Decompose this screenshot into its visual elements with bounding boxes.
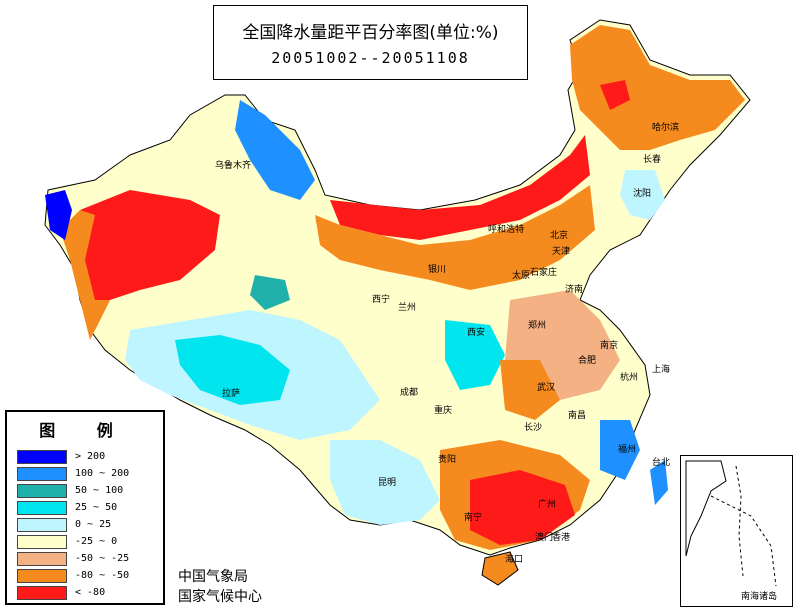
city-label: 昆明 <box>378 478 397 488</box>
legend-swatch <box>17 586 67 600</box>
map-title: 全国降水量距平百分率图(单位:%) <box>242 23 499 43</box>
region-pale-south <box>330 440 440 525</box>
region-blue-fujian <box>600 420 640 480</box>
city-label: 南宁 <box>464 513 483 523</box>
south-china-sea-inset: 南海诸岛 <box>680 455 793 607</box>
city-label: 长沙 <box>524 423 543 433</box>
region-orange-central <box>500 360 560 420</box>
legend-item: -50 ~ -25 <box>17 552 157 566</box>
city-label: 沈阳 <box>633 189 652 199</box>
city-label: 乌鲁木齐 <box>215 161 252 171</box>
city-label: 台北 <box>652 458 671 468</box>
legend-item: 0 ~ 25 <box>17 518 157 532</box>
city-label: 成都 <box>400 388 419 398</box>
city-label: 西安 <box>467 328 486 338</box>
map-date-range: 20051002--20051108 <box>271 49 470 67</box>
city-label: 南昌 <box>568 411 587 421</box>
region-cyan-sichuan <box>445 320 505 390</box>
city-label: 海口 <box>505 555 524 565</box>
legend-swatch <box>17 552 67 566</box>
legend-heading: 图 例 <box>39 421 131 440</box>
city-label: 长春 <box>643 155 662 165</box>
legend-swatch <box>17 501 67 515</box>
region-blue-taiwan <box>650 460 668 505</box>
legend-swatch <box>17 535 67 549</box>
region-red-south <box>470 470 575 545</box>
city-label: 西宁 <box>372 295 391 305</box>
city-label: 哈尔滨 <box>652 123 680 133</box>
legend-swatch <box>17 484 67 498</box>
city-label: 广州 <box>538 500 557 510</box>
city-label: 澳门 <box>535 533 554 543</box>
city-label: 福州 <box>618 445 637 455</box>
region-teal-tibet <box>175 335 290 405</box>
city-label: 拉萨 <box>222 389 241 399</box>
legend-label: 25 ~ 50 <box>75 502 118 513</box>
org-cma: 中国气象局 <box>178 569 248 585</box>
region-orange-northeast <box>570 25 745 150</box>
legend-swatch <box>17 467 67 481</box>
city-label: 太原 <box>512 271 531 281</box>
legend-label: -50 ~ -25 <box>75 553 130 564</box>
city-label: 杭州 <box>620 373 639 383</box>
legend-item: > 200 <box>17 450 157 464</box>
city-label: 上海 <box>652 365 671 375</box>
city-label: 北京 <box>550 231 569 241</box>
inset-label: 南海诸岛 <box>741 592 778 602</box>
region-red-north <box>330 135 590 240</box>
city-label: 香港 <box>552 533 571 543</box>
legend-label: 0 ~ 25 <box>75 519 112 530</box>
region-pale-northeast <box>620 170 665 220</box>
legend-item: -25 ~ 0 <box>17 535 157 549</box>
region-orange-west <box>60 210 110 340</box>
legend-label: -25 ~ 0 <box>75 536 118 547</box>
city-label: 石家庄 <box>530 268 558 278</box>
legend-label: > 200 <box>75 451 106 462</box>
region-teal-qinghai <box>250 275 290 310</box>
legend-item: 50 ~ 100 <box>17 484 157 498</box>
city-label: 济南 <box>565 285 584 295</box>
region-blue-altai <box>235 100 315 200</box>
city-label: 重庆 <box>434 406 453 416</box>
org-ncc: 国家气候中心 <box>178 589 262 605</box>
legend-item: 100 ~ 200 <box>17 467 157 481</box>
legend-swatch <box>17 569 67 583</box>
city-label: 银川 <box>428 265 447 275</box>
legend-label: 50 ~ 100 <box>75 485 124 496</box>
title-box: 全国降水量距平百分率图(单位:%) 20051002--20051108 <box>213 5 528 80</box>
city-label: 贵阳 <box>438 455 457 465</box>
inset-map <box>685 460 777 587</box>
city-label: 郑州 <box>528 321 547 331</box>
city-label: 合肥 <box>578 356 597 366</box>
region-red-northeast <box>600 80 630 110</box>
region-deep-blue <box>45 190 72 240</box>
city-label: 武汉 <box>537 383 556 393</box>
legend-label: 100 ~ 200 <box>75 468 130 479</box>
legend-item: < -80 <box>17 586 157 600</box>
legend-swatch <box>17 450 67 464</box>
city-label: 天津 <box>552 247 571 257</box>
hainan <box>481 551 519 586</box>
city-label: 南京 <box>600 341 619 351</box>
legend-item: -80 ~ -50 <box>17 569 157 583</box>
region-red-west <box>78 190 220 330</box>
legend-label: -80 ~ -50 <box>75 570 130 581</box>
city-label: 呼和浩特 <box>488 225 525 235</box>
legend-swatch <box>17 518 67 532</box>
legend-item: 25 ~ 50 <box>17 501 157 515</box>
legend: 图 例 > 200 100 ~ 200 50 ~ 100 25 ~ 50 0 ~… <box>5 410 165 605</box>
region-orange-north <box>315 185 595 290</box>
legend-label: < -80 <box>75 587 106 598</box>
city-label: 兰州 <box>398 303 417 313</box>
